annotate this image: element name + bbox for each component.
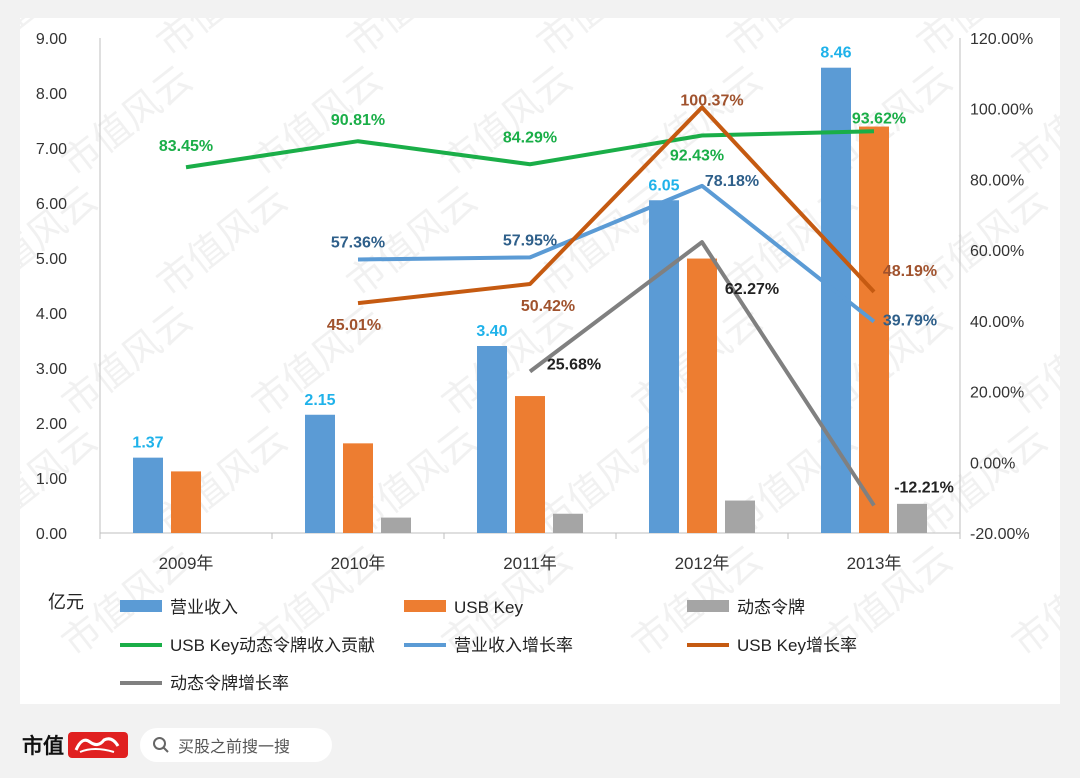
bar-data-label: 6.05 — [648, 177, 679, 194]
series-line — [185, 129, 875, 170]
y-left-unit-label: 亿元 — [48, 592, 84, 612]
bar — [515, 396, 545, 533]
legend-swatch — [404, 600, 446, 612]
y-left-tick-label: 6.00 — [36, 196, 67, 213]
legend-label: USB Key增长率 — [737, 636, 857, 655]
y-left-tick-label: 4.00 — [36, 306, 67, 323]
y-left-tick-label: 9.00 — [36, 31, 67, 48]
y-right-tick-label: 20.00% — [970, 385, 1024, 402]
line-data-label: 100.37% — [680, 92, 743, 109]
watermark-text: 市值风云 — [908, 177, 1055, 305]
line-data-label: 50.42% — [521, 298, 575, 315]
line-data-label: -12.21% — [894, 479, 954, 496]
line-data-label: 93.62% — [852, 110, 906, 127]
y-right-tick-label: 0.00% — [970, 455, 1015, 472]
watermark-text: 市值风云 — [53, 57, 200, 185]
line-data-label: 25.68% — [547, 356, 601, 373]
y-left-tick-label: 0.00 — [36, 526, 67, 543]
series-line — [357, 183, 876, 324]
series-line — [528, 240, 876, 507]
line-data-label: 83.45% — [159, 138, 213, 155]
brand-logo[interactable]: 市值 — [22, 730, 128, 760]
y-left-tick-label: 1.00 — [36, 471, 67, 488]
y-right-tick-label: -20.00% — [970, 526, 1030, 543]
line-data-label: 57.95% — [503, 232, 557, 249]
x-tick-label: 2013年 — [847, 554, 902, 573]
watermark-text: 市值风云 — [433, 57, 580, 185]
bar-data-label: 2.15 — [304, 392, 335, 409]
bar-data-label: 1.37 — [132, 435, 163, 452]
line-data-label: 39.79% — [883, 313, 937, 330]
footer-bar: 市值 买股之前搜一搜 — [0, 704, 1080, 778]
watermark-text: 市值风云 — [1003, 57, 1060, 185]
line-data-label: 62.27% — [725, 281, 779, 298]
legend-label: USB Key — [454, 598, 523, 617]
brand-mark-icon — [68, 732, 128, 758]
line-data-label: 92.43% — [670, 147, 724, 164]
legend-swatch — [120, 600, 162, 612]
bar — [381, 517, 411, 533]
y-left-tick-label: 5.00 — [36, 251, 67, 268]
y-left-tick-label: 3.00 — [36, 361, 67, 378]
watermark-text: 市值风云 — [148, 417, 295, 545]
y-right-tick-label: 120.00% — [970, 31, 1033, 48]
y-right-tick-label: 100.00% — [970, 102, 1033, 119]
legend-item: 动态令牌增长率 — [120, 674, 289, 693]
legend-item: USB Key — [404, 598, 523, 617]
legend-item: 动态令牌 — [687, 598, 805, 617]
y-right-tick-label: 40.00% — [970, 314, 1024, 331]
line-data-label: 90.81% — [331, 112, 385, 129]
brand-text: 市值 — [22, 733, 64, 758]
legend-item: USB Key增长率 — [687, 636, 857, 655]
bar — [133, 457, 163, 533]
line-data-label: 84.29% — [503, 129, 557, 146]
x-tick-label: 2009年 — [159, 554, 214, 573]
legend-label: 营业收入增长率 — [454, 636, 573, 655]
legend-item: 营业收入 — [120, 598, 238, 617]
bar — [725, 500, 755, 533]
search-placeholder: 买股之前搜一搜 — [178, 739, 291, 756]
watermark-text: 市值风云 — [148, 177, 295, 305]
y-right-tick-label: 60.00% — [970, 243, 1024, 260]
legend-label: 营业收入 — [170, 598, 238, 617]
legend: 营业收入 USB Key 动态令牌 USB Key动态令牌收入贡献 营业收入增长率 USB… — [120, 598, 857, 693]
series-line — [357, 105, 876, 306]
x-tick-label: 2010年 — [331, 554, 386, 573]
bar — [553, 513, 583, 533]
x-tick-label: 2011年 — [503, 554, 557, 573]
search-input[interactable]: 买股之前搜一搜 — [140, 728, 332, 762]
bar — [687, 258, 717, 533]
legend-label: USB Key动态令牌收入贡献 — [170, 636, 375, 655]
line-data-label: 48.19% — [883, 263, 937, 280]
legend-label: 动态令牌 — [737, 598, 805, 617]
watermark-text: 市值风云 — [53, 297, 200, 425]
bar — [477, 346, 507, 533]
line-data-label: 57.36% — [331, 234, 385, 251]
line-data-label: 45.01% — [327, 317, 381, 334]
bar — [649, 200, 679, 533]
watermark-text: 市值风云 — [1003, 537, 1060, 665]
legend-item: 营业收入增长率 — [404, 636, 573, 655]
legend-item: USB Key动态令牌收入贡献 — [120, 636, 375, 655]
x-tick-label: 2012年 — [675, 554, 730, 573]
y-left-tick-label: 7.00 — [36, 141, 67, 158]
bar — [897, 503, 927, 533]
bar — [343, 443, 373, 533]
bar — [859, 126, 889, 534]
search-icon — [153, 737, 169, 753]
bar-data-label: 3.40 — [476, 323, 507, 340]
bar — [305, 414, 335, 533]
line-data-label: 78.18% — [705, 173, 759, 190]
y-left-tick-label: 8.00 — [36, 86, 67, 103]
bar-data-label: 8.46 — [820, 45, 851, 62]
legend-swatch — [687, 600, 729, 612]
bar — [171, 471, 201, 533]
y-left-tick-label: 2.00 — [36, 416, 67, 433]
y-right-tick-label: 80.00% — [970, 172, 1024, 189]
chart-card: 市值风云 市值风云 市值风云 市值风云 市值风云 市值风云 市值风云 市值风云 市值风云 市值风云… — [20, 18, 1060, 704]
legend-label: 动态令牌增长率 — [170, 674, 289, 693]
